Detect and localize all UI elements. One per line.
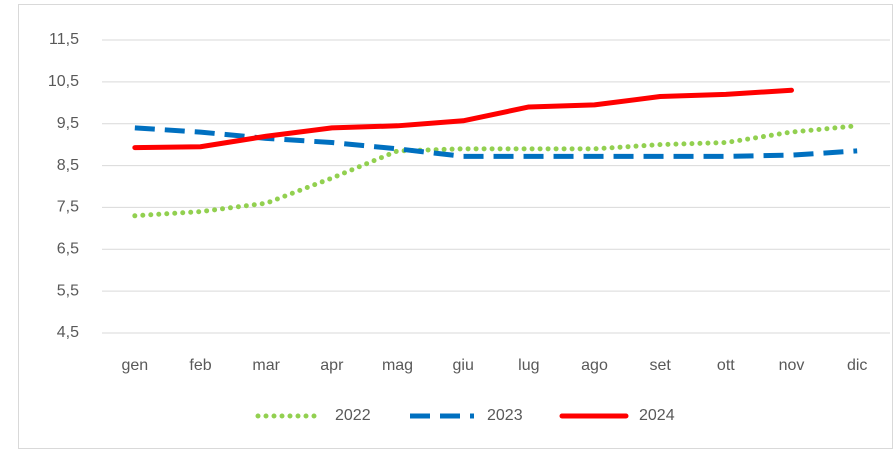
y-tick-label: 10,5: [48, 73, 79, 90]
y-tick-label: 9,5: [57, 115, 79, 132]
x-tick-label: gen: [121, 357, 148, 374]
y-tick-label: 7,5: [57, 199, 79, 216]
x-tick-label: dic: [847, 357, 867, 374]
y-tick-label: 11,5: [49, 31, 79, 48]
x-tick-label: giu: [452, 357, 473, 374]
x-tick-label: nov: [779, 357, 805, 374]
x-tick-label: apr: [320, 357, 344, 374]
y-tick-label: 8,5: [57, 157, 79, 174]
x-tick-label: mag: [382, 357, 413, 374]
legend-label: 2022: [335, 407, 371, 424]
x-tick-label: ott: [717, 357, 735, 374]
y-tick-label: 5,5: [57, 282, 79, 299]
legend-label: 2024: [639, 407, 675, 424]
x-tick-label: lug: [518, 357, 539, 374]
x-tick-label: set: [649, 357, 671, 374]
chart-border: [18, 4, 893, 449]
data-line: [132, 123, 860, 219]
y-tick-label: 4,5: [57, 324, 79, 341]
x-tick-label: ago: [581, 357, 608, 374]
legend-label: 2023: [487, 407, 523, 424]
x-tick-label: feb: [189, 357, 211, 374]
data-line: [132, 87, 794, 151]
x-tick-label: mar: [252, 357, 280, 374]
y-tick-label: 6,5: [57, 241, 79, 258]
